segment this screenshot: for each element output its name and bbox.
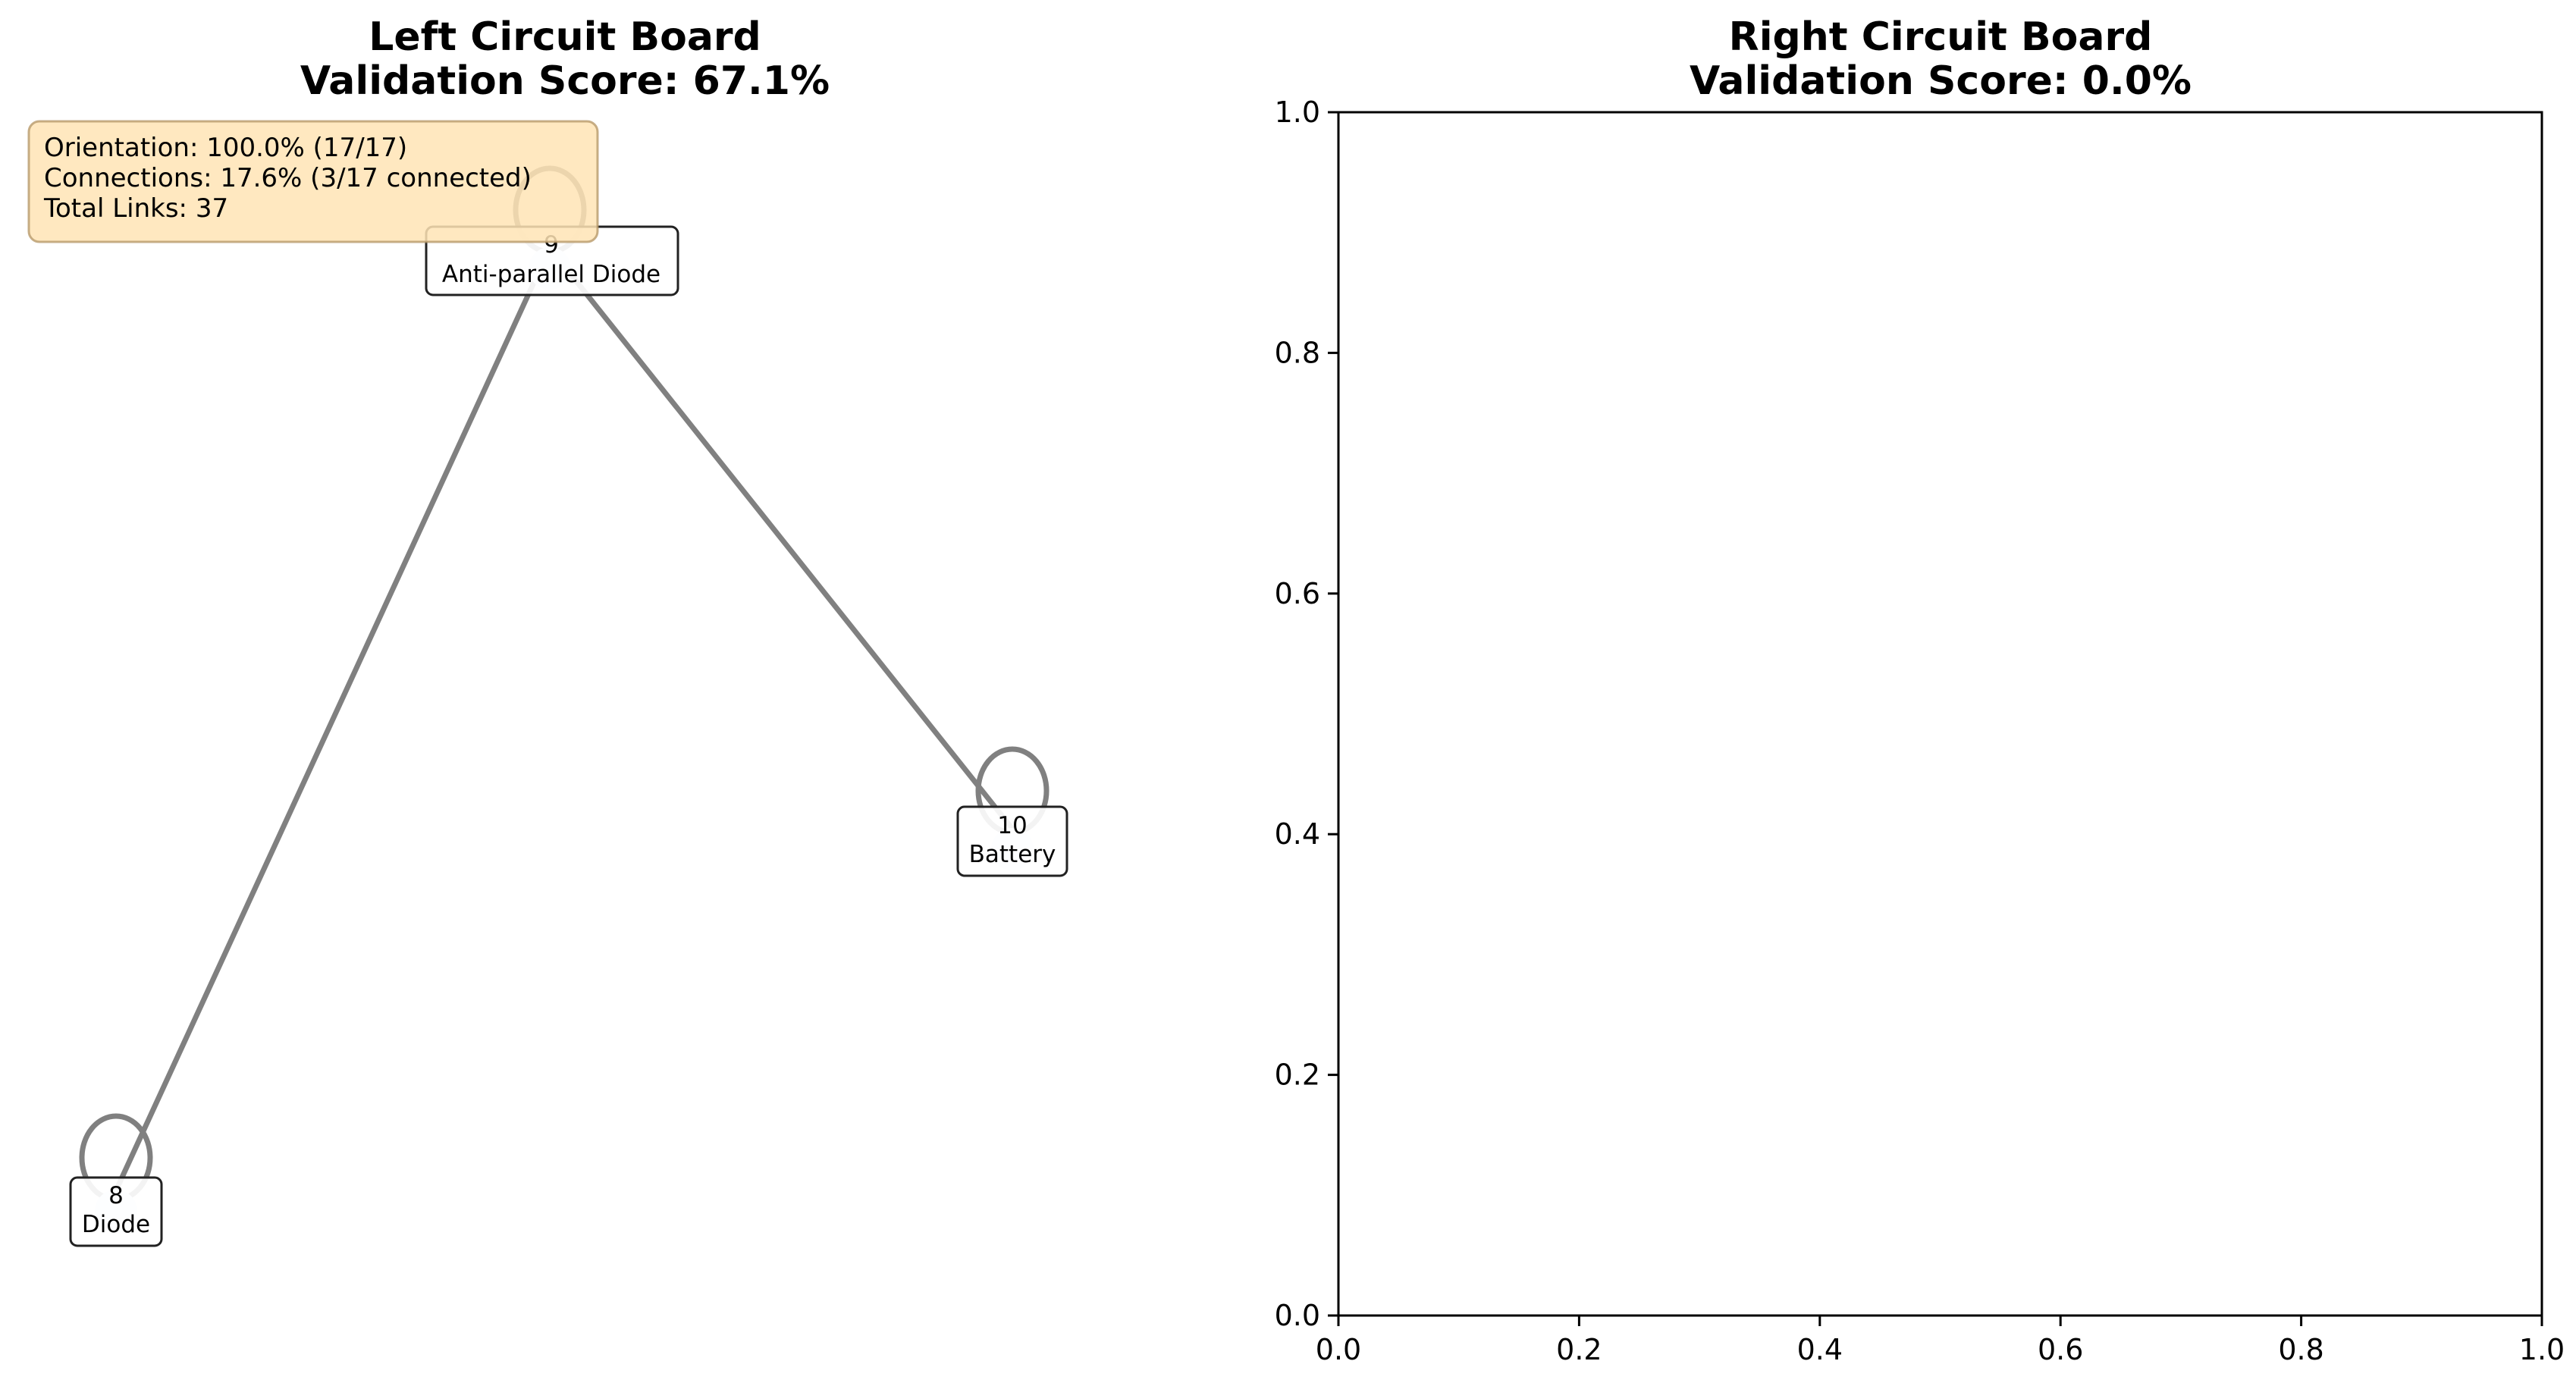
node-id: 10 — [997, 812, 1027, 839]
x-tick-label: 1.0 — [2519, 1333, 2565, 1366]
node-label-box — [69, 1176, 163, 1247]
stats-orientation: Orientation: 100.0% (17/17) — [44, 133, 407, 163]
node-8: 8 Diode — [69, 1176, 163, 1247]
y-tick-label: 0.2 — [1275, 1058, 1320, 1092]
x-tick-label: 0.4 — [1797, 1333, 1843, 1366]
plot-area-frame — [1337, 111, 2543, 1317]
self-loops — [79, 165, 1050, 1203]
node-label: Diode — [82, 1211, 150, 1238]
stats-box: Orientation: 100.0% (17/17) Connections:… — [27, 120, 599, 243]
y-tick-label: 1.0 — [1275, 96, 1320, 129]
edge-9-10 — [548, 246, 1015, 831]
x-tick-label: 0.0 — [1316, 1333, 1361, 1366]
stats-box-background — [27, 120, 599, 243]
x-tick-label: 0.8 — [2278, 1333, 2323, 1366]
node-label-box — [956, 805, 1068, 877]
left-panel: Left Circuit Board Validation Score: 67.… — [27, 14, 1068, 1247]
right-panel: Right Circuit Board Validation Score: 0.… — [1275, 14, 2565, 1366]
node-9: 9 Anti-parallel Diode — [425, 225, 679, 296]
node-label: Battery — [969, 841, 1056, 868]
left-title-line1: Left Circuit Board — [369, 14, 761, 60]
stats-connections: Connections: 17.6% (3/17 connected) — [44, 163, 532, 193]
stats-total-links: Total Links: 37 — [43, 193, 228, 224]
edge-8-9 — [113, 246, 553, 1192]
y-tick-label: 0.4 — [1275, 817, 1320, 851]
node-markers — [95, 247, 1034, 1232]
node-10: 10 Battery — [956, 805, 1068, 877]
edges — [113, 246, 1015, 1192]
node-id: 8 — [108, 1182, 124, 1209]
x-axis-ticks: 0.0 0.2 0.4 0.6 0.8 1.0 — [1316, 1316, 2565, 1366]
right-title-line2: Validation Score: 0.0% — [1690, 58, 2192, 104]
x-tick-label: 0.6 — [2038, 1333, 2083, 1366]
y-tick-label: 0.6 — [1275, 577, 1320, 610]
left-title-line2: Validation Score: 67.1% — [300, 58, 830, 104]
x-tick-label: 0.2 — [1556, 1333, 1602, 1366]
right-axes: 0.0 0.2 0.4 0.6 0.8 1.0 0.0 0.2 0.4 0.6 0.8 1.0 — [1275, 96, 2565, 1366]
right-title-line1: Right Circuit Board — [1729, 14, 2153, 60]
y-tick-label: 0.8 — [1275, 336, 1320, 369]
y-tick-label: 0.0 — [1275, 1299, 1320, 1332]
y-axis-ticks: 0.0 0.2 0.4 0.6 0.8 1.0 — [1275, 96, 1338, 1332]
node-label: Anti-parallel Diode — [442, 261, 660, 288]
